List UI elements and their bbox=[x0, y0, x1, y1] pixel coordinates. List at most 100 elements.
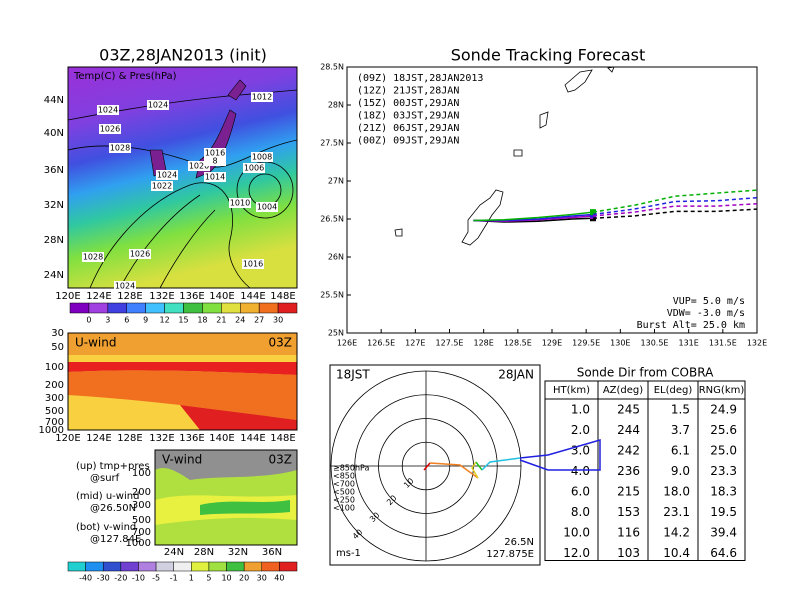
table-cell: 6.1 bbox=[671, 444, 690, 458]
level-label: 30 bbox=[51, 328, 64, 339]
label-box bbox=[151, 181, 173, 191]
lat-label: 24N bbox=[164, 547, 184, 558]
lat-label: 28N bbox=[44, 235, 64, 246]
colorbar-box bbox=[69, 302, 90, 314]
x-tick-label: 131.5E bbox=[709, 339, 737, 348]
pressure-label: 1010 bbox=[230, 199, 250, 208]
note: @26.50N bbox=[90, 503, 136, 514]
lon-label: 144E bbox=[240, 291, 265, 302]
table-cell: 18.0 bbox=[663, 485, 690, 499]
colorbar-box bbox=[261, 561, 280, 572]
table-cell: 25.0 bbox=[710, 444, 737, 458]
level-label: 500 bbox=[132, 515, 151, 526]
label-box bbox=[188, 161, 210, 171]
legend-entry: (00Z) 09JST,29JAN bbox=[357, 136, 459, 147]
pressure-label: 1024 bbox=[115, 282, 135, 291]
lat-label: 36N bbox=[44, 165, 64, 176]
table-cell: 215 bbox=[617, 485, 640, 499]
colorbar-box bbox=[258, 302, 279, 314]
table-title: Sonde Dir from COBRA bbox=[577, 366, 714, 380]
uwind-band bbox=[68, 370, 297, 420]
level-label: 700 bbox=[45, 417, 64, 428]
label-box bbox=[99, 124, 121, 134]
table-cell: 9.0 bbox=[671, 464, 690, 478]
lon-label: 128E bbox=[117, 433, 142, 444]
map-frame bbox=[67, 66, 298, 289]
pressure-label: 1028 bbox=[110, 144, 130, 153]
uwind-band bbox=[68, 362, 297, 375]
level-label: 100 bbox=[45, 362, 64, 373]
colorbar-label: 20 bbox=[239, 574, 249, 583]
hodo-legend: <700 bbox=[333, 480, 355, 489]
table-cell: 153 bbox=[617, 505, 640, 519]
x-tick-label: 127E bbox=[405, 339, 425, 348]
x-tick-label: 129E bbox=[542, 339, 562, 348]
colorbar-label: 21 bbox=[216, 316, 226, 325]
vwind-time: 03Z bbox=[269, 453, 293, 467]
colorbar-box bbox=[102, 561, 122, 572]
colorbar-label: 6 bbox=[124, 316, 129, 325]
table-cell: 244 bbox=[617, 423, 640, 437]
pressure-label: 1004 bbox=[257, 203, 277, 212]
uwind-time: 03Z bbox=[269, 336, 293, 350]
hodo-segment bbox=[481, 457, 521, 471]
hodo-unit: ms-1 bbox=[336, 548, 361, 559]
table-cell: 8.0 bbox=[571, 505, 590, 519]
table-cell: 23.3 bbox=[710, 464, 737, 478]
hodo-segment bbox=[519, 439, 601, 471]
colorbar-box bbox=[164, 302, 184, 314]
x-tick-label: 131E bbox=[679, 339, 699, 348]
lon-label: 124E bbox=[86, 291, 111, 302]
colorbar-label: 10 bbox=[221, 574, 231, 583]
map-label: Temp(C) & Pres(hPa) bbox=[73, 71, 177, 82]
pressure-label: 1024 bbox=[148, 101, 168, 110]
table-frame bbox=[544, 380, 746, 561]
table-cell: 1.5 bbox=[671, 403, 690, 417]
lon-label: 132E bbox=[149, 291, 174, 302]
colorbar-box bbox=[183, 302, 203, 314]
annotation: Burst Alt= 25.0 km bbox=[637, 320, 745, 331]
colorbar-label: 12 bbox=[159, 316, 169, 325]
lon-label: 136E bbox=[179, 291, 204, 302]
y-tick-label: 25N bbox=[328, 329, 344, 338]
hodo-segment bbox=[423, 462, 431, 471]
x-tick-label: 126E bbox=[337, 339, 357, 348]
lon-label: 120E bbox=[55, 433, 80, 444]
hodo-legend: <500 bbox=[333, 488, 355, 497]
colorbar-box bbox=[107, 302, 128, 314]
level-label: 1000 bbox=[39, 425, 64, 436]
table-cell: 103 bbox=[617, 546, 640, 560]
colorbar-label: -20 bbox=[114, 574, 127, 583]
label-box bbox=[229, 198, 251, 208]
hodo-legend: ≥850hPa bbox=[333, 464, 370, 473]
pressure-label: 1020 bbox=[189, 162, 209, 171]
lat-label: 32N bbox=[44, 200, 64, 211]
table-cell: 25.6 bbox=[710, 423, 737, 437]
colorbar-box bbox=[191, 561, 210, 572]
level-label: 700 bbox=[132, 527, 151, 538]
pressure-label: 1024 bbox=[98, 106, 118, 115]
pressure-label: 1016 bbox=[205, 149, 225, 158]
label-box bbox=[97, 105, 119, 115]
hodo-date: 28JAN bbox=[498, 368, 534, 382]
table-cell: 14.2 bbox=[663, 526, 690, 540]
lat-label: 44N bbox=[44, 95, 64, 106]
table: HT(km) AZ(deg) EL(deg) RNG(km) 1.0 245 1.5 24.9… bbox=[544, 380, 746, 561]
legend-entry: (21Z) 06JST,29JAN bbox=[357, 123, 459, 134]
colorbar-box bbox=[88, 302, 109, 314]
pressure-label: 1012 bbox=[252, 93, 272, 102]
hodo-lat: 26.5N bbox=[504, 537, 534, 548]
hodo-segment bbox=[471, 461, 479, 479]
colorbar-label: 30 bbox=[273, 316, 283, 325]
notes: (up) tmp+pres@surf (mid) u-wind@26.50N (bo… bbox=[76, 461, 150, 545]
table-header: EL(deg) bbox=[654, 385, 693, 396]
pressure-label: 1016 bbox=[243, 260, 263, 269]
colorbar-label: 3 bbox=[105, 316, 110, 325]
annotation: VUP= 5.0 m/s bbox=[673, 296, 745, 307]
colorbar-label: -30 bbox=[97, 574, 110, 583]
colorbar-box bbox=[173, 561, 192, 572]
label-box bbox=[147, 100, 169, 110]
colorbar-box bbox=[221, 302, 241, 314]
colorbar-box bbox=[226, 561, 245, 572]
hodo-frame bbox=[329, 364, 541, 566]
